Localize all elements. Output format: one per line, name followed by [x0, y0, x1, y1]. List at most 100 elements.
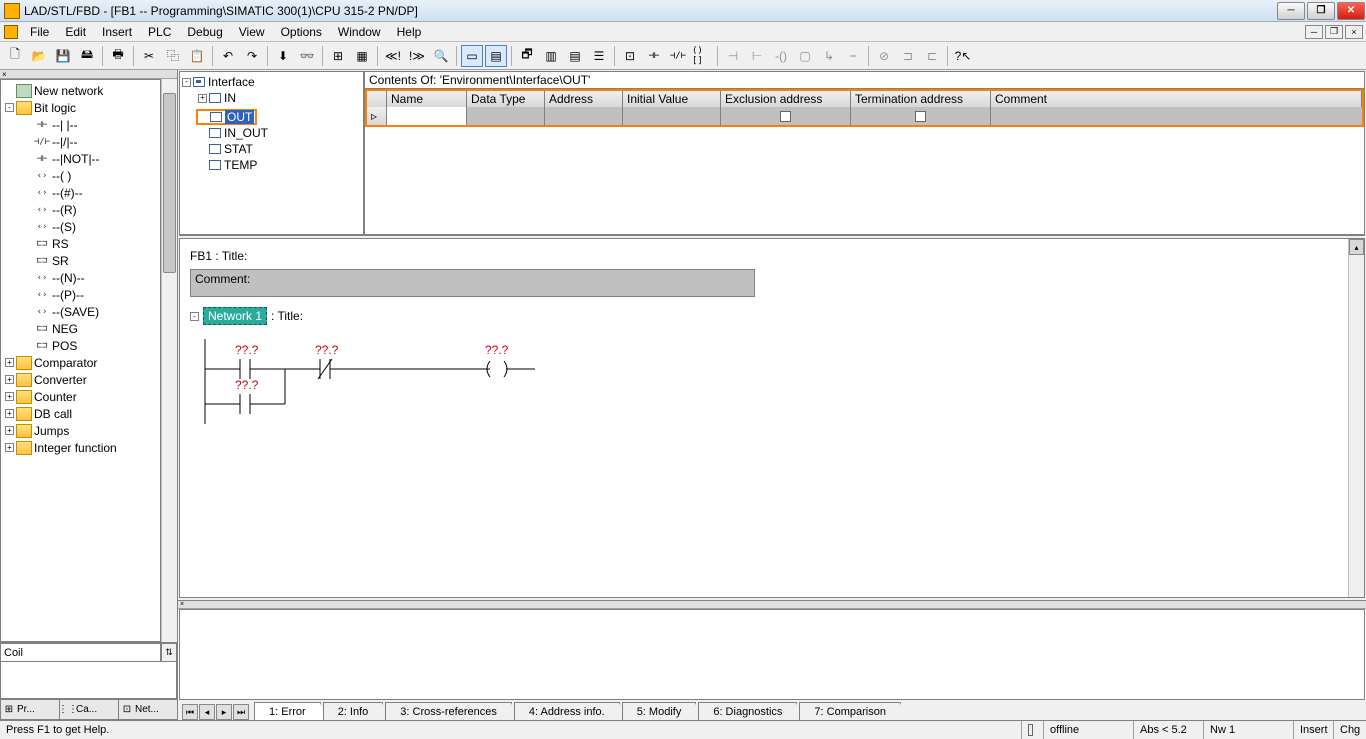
download-button[interactable]: ⬇: [272, 45, 294, 67]
save-all-button[interactable]: 🖴: [76, 45, 98, 67]
col-datatype[interactable]: Data Type: [467, 91, 545, 107]
panel-close-icon[interactable]: ×: [2, 70, 7, 78]
cell-termination[interactable]: [851, 107, 991, 125]
window-tile-h[interactable]: ▥: [540, 45, 562, 67]
out-node-highlighted[interactable]: OUT: [196, 109, 257, 125]
menu-insert[interactable]: Insert: [94, 23, 140, 41]
ladder-editor[interactable]: FB1 : Title: Comment: - Network 1 : Titl…: [179, 238, 1365, 598]
tab-program[interactable]: ⊞Pr...: [0, 699, 60, 720]
menu-window[interactable]: Window: [330, 23, 389, 41]
mdi-restore[interactable]: ❐: [1325, 25, 1343, 39]
contact1-address[interactable]: ??.?: [235, 343, 259, 357]
tree-item[interactable]: ‹›--(P)--: [3, 286, 158, 303]
tab-crossref[interactable]: 3: Cross-references: [385, 702, 512, 720]
tree-item[interactable]: ⊣⊢--|NOT|--: [3, 150, 158, 167]
find-button[interactable]: 🔍: [430, 45, 452, 67]
minimize-button[interactable]: ─: [1277, 2, 1305, 20]
cell-name[interactable]: [387, 107, 467, 125]
tab-nav-prev[interactable]: ◂: [199, 704, 215, 720]
tree-item[interactable]: ‹›--(S): [3, 218, 158, 235]
table-row[interactable]: ▹: [367, 107, 1362, 125]
redo-button[interactable]: ↷: [241, 45, 263, 67]
overview-button[interactable]: ▭: [461, 45, 483, 67]
tree-item[interactable]: ⊣/⊢--|/|--: [3, 133, 158, 150]
tab-network[interactable]: ⊡Net...: [118, 699, 178, 720]
cell-exclusion[interactable]: [721, 107, 851, 125]
menu-help[interactable]: Help: [389, 23, 430, 41]
goto-button[interactable]: ≪!: [382, 45, 404, 67]
coil-insert[interactable]: ()[]: [691, 45, 713, 67]
new-button[interactable]: 🗋: [4, 45, 26, 67]
cell-datatype[interactable]: [467, 107, 545, 125]
cell-initial[interactable]: [623, 107, 721, 125]
tree-item[interactable]: +Jumps: [3, 422, 158, 439]
output-content[interactable]: [179, 609, 1365, 700]
menu-view[interactable]: View: [231, 23, 273, 41]
coil-address[interactable]: ??.?: [485, 343, 509, 357]
tree-scrollbar[interactable]: [161, 79, 177, 642]
network-new[interactable]: ⊡: [619, 45, 641, 67]
menu-plc[interactable]: PLC: [140, 23, 179, 41]
close-button[interactable]: ✕: [1337, 2, 1365, 20]
cell-comment[interactable]: [991, 107, 1362, 125]
ladder-diagram[interactable]: ??.? ??.? ??.? ?: [190, 339, 750, 429]
menu-file[interactable]: File: [22, 23, 57, 41]
menu-edit[interactable]: Edit: [57, 23, 94, 41]
network-badge[interactable]: Network 1: [203, 307, 267, 325]
ref-button[interactable]: ⊞: [327, 45, 349, 67]
window-cascade[interactable]: 🗗: [516, 45, 538, 67]
col-comment[interactable]: Comment: [991, 91, 1362, 107]
contact-nc[interactable]: ⊣/⊢: [667, 45, 689, 67]
tree-item[interactable]: -Bit logic: [3, 99, 158, 116]
tree-item[interactable]: ⊣⊢--| |--: [3, 116, 158, 133]
instruction-search-input[interactable]: [0, 643, 161, 662]
tab-nav-next[interactable]: ▸: [216, 704, 232, 720]
search-options-icon[interactable]: ⇅: [161, 643, 177, 662]
tab-modify[interactable]: 5: Modify: [622, 702, 697, 720]
tab-nav-last[interactable]: ⏭: [233, 704, 249, 720]
tree-item[interactable]: ‹›--( ): [3, 167, 158, 184]
print-button[interactable]: 🖶: [107, 45, 129, 67]
instruction-tree[interactable]: New network-Bit logic⊣⊢--| |--⊣/⊢--|/|--…: [0, 79, 161, 642]
tree-item[interactable]: New network: [3, 82, 158, 99]
contact-no[interactable]: ⊣⊢: [643, 45, 665, 67]
help-context[interactable]: ?↖: [952, 45, 974, 67]
tree-item[interactable]: +Integer function: [3, 439, 158, 456]
col-exclusion[interactable]: Exclusion address: [721, 91, 851, 107]
tab-comparison[interactable]: 7: Comparison: [799, 702, 901, 720]
tree-item[interactable]: ⊏⊐POS: [3, 337, 158, 354]
cut-button[interactable]: ✂: [138, 45, 160, 67]
window-tile-v[interactable]: ▤: [564, 45, 586, 67]
contact2-address[interactable]: ??.?: [315, 343, 339, 357]
tree-item[interactable]: +Converter: [3, 371, 158, 388]
open-button[interactable]: 📂: [28, 45, 50, 67]
col-initial[interactable]: Initial Value: [623, 91, 721, 107]
tab-diagnostics[interactable]: 6: Diagnostics: [698, 702, 797, 720]
tree-item[interactable]: ⊏⊐RS: [3, 235, 158, 252]
col-name[interactable]: Name: [387, 91, 467, 107]
paste-button[interactable]: 📋: [186, 45, 208, 67]
output-close-icon[interactable]: ×: [178, 601, 184, 608]
undo-button[interactable]: ↶: [217, 45, 239, 67]
goto2-button[interactable]: !≫: [406, 45, 428, 67]
menu-debug[interactable]: Debug: [179, 23, 230, 41]
tree-item[interactable]: +DB call: [3, 405, 158, 422]
editor-scrollbar[interactable]: ▴: [1348, 239, 1364, 597]
tab-nav-first[interactable]: ⏮: [182, 704, 198, 720]
tree-item[interactable]: ‹›--(SAVE): [3, 303, 158, 320]
tab-error[interactable]: 1: Error: [254, 702, 321, 720]
tree-item[interactable]: ‹›--(N)--: [3, 269, 158, 286]
contact3-address[interactable]: ??.?: [235, 378, 259, 392]
tree-item[interactable]: ‹›--(#)--: [3, 184, 158, 201]
comment-box[interactable]: Comment:: [190, 269, 755, 297]
window-list[interactable]: ☰: [588, 45, 610, 67]
menu-options[interactable]: Options: [273, 23, 330, 41]
tree-item[interactable]: ⊏⊐NEG: [3, 320, 158, 337]
symbol-button[interactable]: ▦: [351, 45, 373, 67]
tab-call[interactable]: ⋮⋮Ca...: [59, 699, 119, 720]
tree-item[interactable]: +Comparator: [3, 354, 158, 371]
maximize-button[interactable]: ❐: [1307, 2, 1335, 20]
mdi-sys-icon[interactable]: [4, 25, 18, 39]
tree-item[interactable]: ‹›--(R): [3, 201, 158, 218]
tree-item[interactable]: +Counter: [3, 388, 158, 405]
